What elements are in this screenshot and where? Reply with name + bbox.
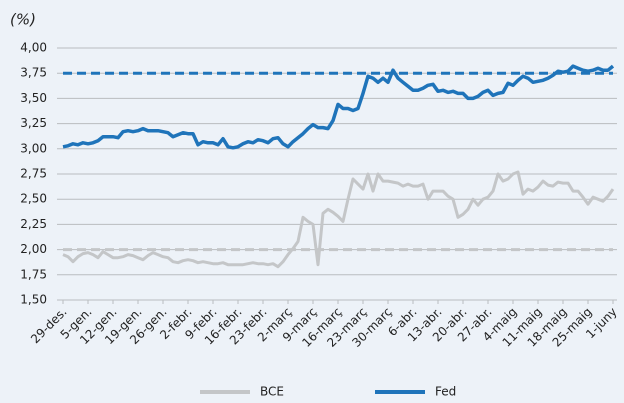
series-line — [62, 64, 615, 150]
legend-label: Fed — [435, 385, 456, 399]
y-tick-label: 3,25 — [20, 116, 47, 130]
y-tick-label: 2,25 — [20, 217, 47, 231]
y-tick-label: 3,00 — [20, 141, 47, 155]
series-line — [62, 170, 615, 269]
legend-label: BCE — [260, 385, 284, 399]
y-axis-label: (%) — [10, 11, 36, 29]
y-tick-label: 2,75 — [20, 167, 47, 181]
y-tick-label: 3,50 — [20, 91, 47, 105]
y-tick-label: 3,75 — [20, 66, 47, 80]
y-tick-label: 1,50 — [20, 293, 47, 307]
y-tick-label: 4,00 — [20, 41, 47, 55]
y-tick-label: 2,00 — [20, 242, 47, 256]
y-tick-label: 1,75 — [20, 267, 47, 281]
y-tick-label: 2,50 — [20, 192, 47, 206]
